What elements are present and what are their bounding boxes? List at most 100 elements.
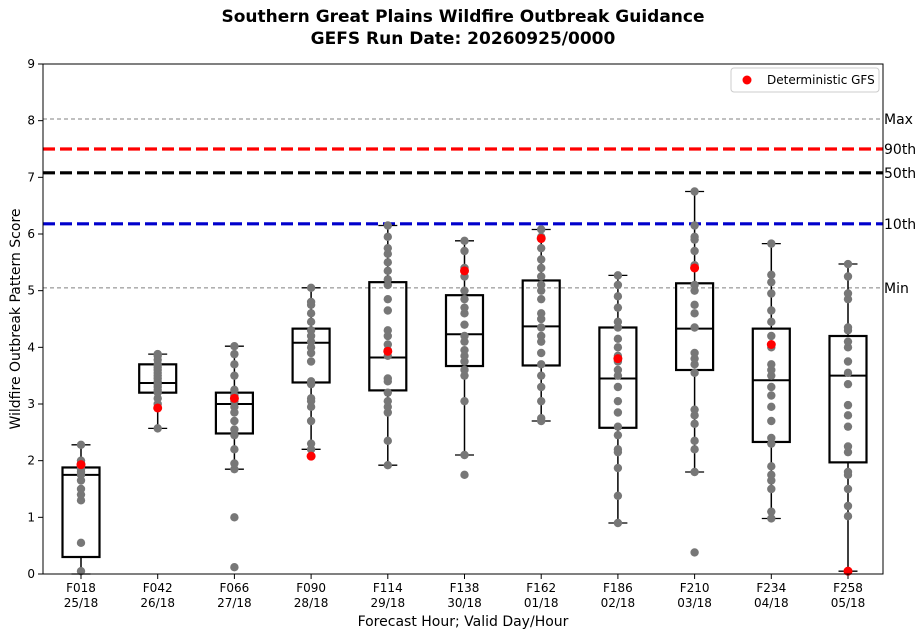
x-tick-label-valid: 28/18 <box>294 596 329 610</box>
ensemble-member-point <box>383 436 392 446</box>
reference-label-10th: 10th <box>884 217 916 233</box>
ensemble-member-point <box>843 323 853 332</box>
y-tick-label: 7 <box>27 170 35 184</box>
ensemble-member-point <box>613 343 623 352</box>
x-tick-label-hour: F162 <box>526 581 556 595</box>
ensemble-member-point <box>383 340 392 349</box>
ensemble-member-point <box>767 331 776 341</box>
ensemble-member-point <box>613 365 623 375</box>
x-tick-label-hour: F042 <box>143 581 173 595</box>
ensemble-member-point <box>230 563 239 572</box>
y-tick-label: 3 <box>27 397 35 411</box>
ensemble-member-point <box>460 246 469 256</box>
y-axis: 0 1 2 3 4 5 6 7 8 9 <box>27 57 43 581</box>
ensemble-member-point <box>383 294 392 304</box>
ensemble-member-point <box>460 236 469 245</box>
ensemble-member-point <box>613 334 623 344</box>
ensemble-member-point <box>690 405 699 414</box>
ensemble-member-point <box>537 294 546 304</box>
deterministic-gfs-point <box>843 566 853 576</box>
y-tick-label: 1 <box>27 510 35 524</box>
reference-label-50th: 50th <box>884 166 916 182</box>
x-tick-label-hour: F186 <box>603 581 633 595</box>
ensemble-member-point <box>230 459 239 468</box>
ensemble-member-point <box>460 286 469 295</box>
ensemble-member-point <box>383 221 392 230</box>
y-tick-label: 5 <box>27 284 35 298</box>
x-tick-label-valid: 01/18 <box>524 596 559 610</box>
ensemble-member-point <box>843 484 853 494</box>
ensemble-member-point <box>613 271 623 280</box>
ensemble-member-point <box>767 289 776 298</box>
deterministic-gfs-point <box>383 346 393 356</box>
ensemble-member-point <box>690 246 699 256</box>
ensemble-member-point <box>843 289 853 298</box>
ensemble-member-point <box>843 501 853 511</box>
ensemble-member-point <box>843 379 853 389</box>
reference-line-labels: Max 90th 50th 10th Min <box>884 112 916 297</box>
ensemble-member-point <box>383 232 392 242</box>
ensemble-member-point <box>843 400 853 410</box>
ensemble-member-point <box>537 263 546 273</box>
ensemble-member-point <box>613 396 623 406</box>
ensemble-member-point <box>613 292 623 301</box>
ensemble-member-point <box>76 538 86 548</box>
x-tick-label-valid: 05/18 <box>831 596 866 610</box>
ensemble-member-point <box>613 445 623 454</box>
ensemble-member-point <box>230 342 239 351</box>
deterministic-gfs-point <box>153 403 163 413</box>
ensemble-member-point <box>460 294 469 304</box>
ensemble-member-point <box>613 317 623 327</box>
ensemble-member-point <box>460 331 469 341</box>
ensemble-member-point <box>230 445 239 454</box>
ensemble-member-point <box>537 348 546 358</box>
reference-label-90th: 90th <box>884 142 916 158</box>
ensemble-member-point <box>843 357 853 366</box>
ensemble-member-point <box>76 484 86 494</box>
x-tick-label-hour: F114 <box>373 581 403 595</box>
ensemble-member-point <box>613 422 623 431</box>
ensemble-member-point <box>690 300 699 310</box>
ensemble-member-point <box>767 239 776 248</box>
ensemble-member-point <box>767 306 776 315</box>
ensemble-member-point <box>690 436 699 446</box>
plot-area-frame <box>42 63 884 575</box>
x-tick-label-hour: F210 <box>680 581 710 595</box>
ensemble-member-point <box>230 349 239 359</box>
ensemble-member-point <box>306 394 316 403</box>
ensemble-member-point <box>767 317 776 327</box>
deterministic-gfs-point <box>306 451 316 461</box>
ensemble-member-point <box>460 450 469 460</box>
deterministic-gfs-point <box>690 263 700 273</box>
ensemble-member-point <box>613 430 623 440</box>
ensemble-member-point <box>306 439 316 448</box>
ensemble-member-point <box>230 371 239 380</box>
ensemble-member-point <box>383 258 392 267</box>
y-tick-label: 9 <box>27 57 35 71</box>
deterministic-gfs-point <box>460 266 469 276</box>
ensemble-member-point <box>537 243 546 253</box>
ensemble-member-point <box>383 374 392 383</box>
ensemble-member-point <box>306 416 316 426</box>
ensemble-member-point <box>306 283 316 293</box>
x-tick-label-valid: 04/18 <box>754 596 789 610</box>
x-tick-label-hour: F138 <box>450 581 480 595</box>
box-iqr <box>828 334 868 464</box>
y-tick-label: 2 <box>27 454 35 468</box>
y-axis-label: Wildfire Outbreak Pattern Score <box>8 208 24 429</box>
ensemble-member-point <box>767 484 776 494</box>
ensemble-member-point <box>383 306 392 315</box>
ensemble-member-point <box>767 391 776 400</box>
ensemble-member-point <box>306 377 316 386</box>
deterministic-gfs-point <box>229 393 239 403</box>
x-tick-label-hour: F018 <box>66 581 96 595</box>
ensemble-member-point <box>76 440 86 449</box>
chart-title-line-2: GEFS Run Date: 20260925/0000 <box>311 29 616 49</box>
ensemble-member-point <box>537 371 546 380</box>
ensemble-member-point <box>843 259 853 269</box>
x-tick-label-hour: F258 <box>833 581 863 595</box>
ensemble-member-point <box>767 514 776 523</box>
ensemble-member-point <box>843 442 853 451</box>
